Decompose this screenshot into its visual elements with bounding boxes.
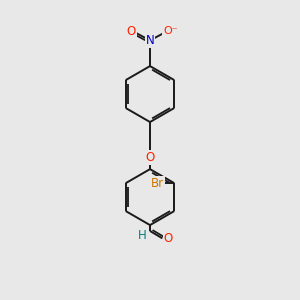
Text: O: O bbox=[146, 151, 154, 164]
Text: H: H bbox=[137, 229, 146, 242]
Text: O: O bbox=[127, 25, 136, 38]
Text: Br: Br bbox=[151, 177, 164, 190]
Text: O: O bbox=[164, 232, 173, 245]
Text: O⁻: O⁻ bbox=[163, 26, 178, 36]
Text: N: N bbox=[146, 34, 154, 47]
